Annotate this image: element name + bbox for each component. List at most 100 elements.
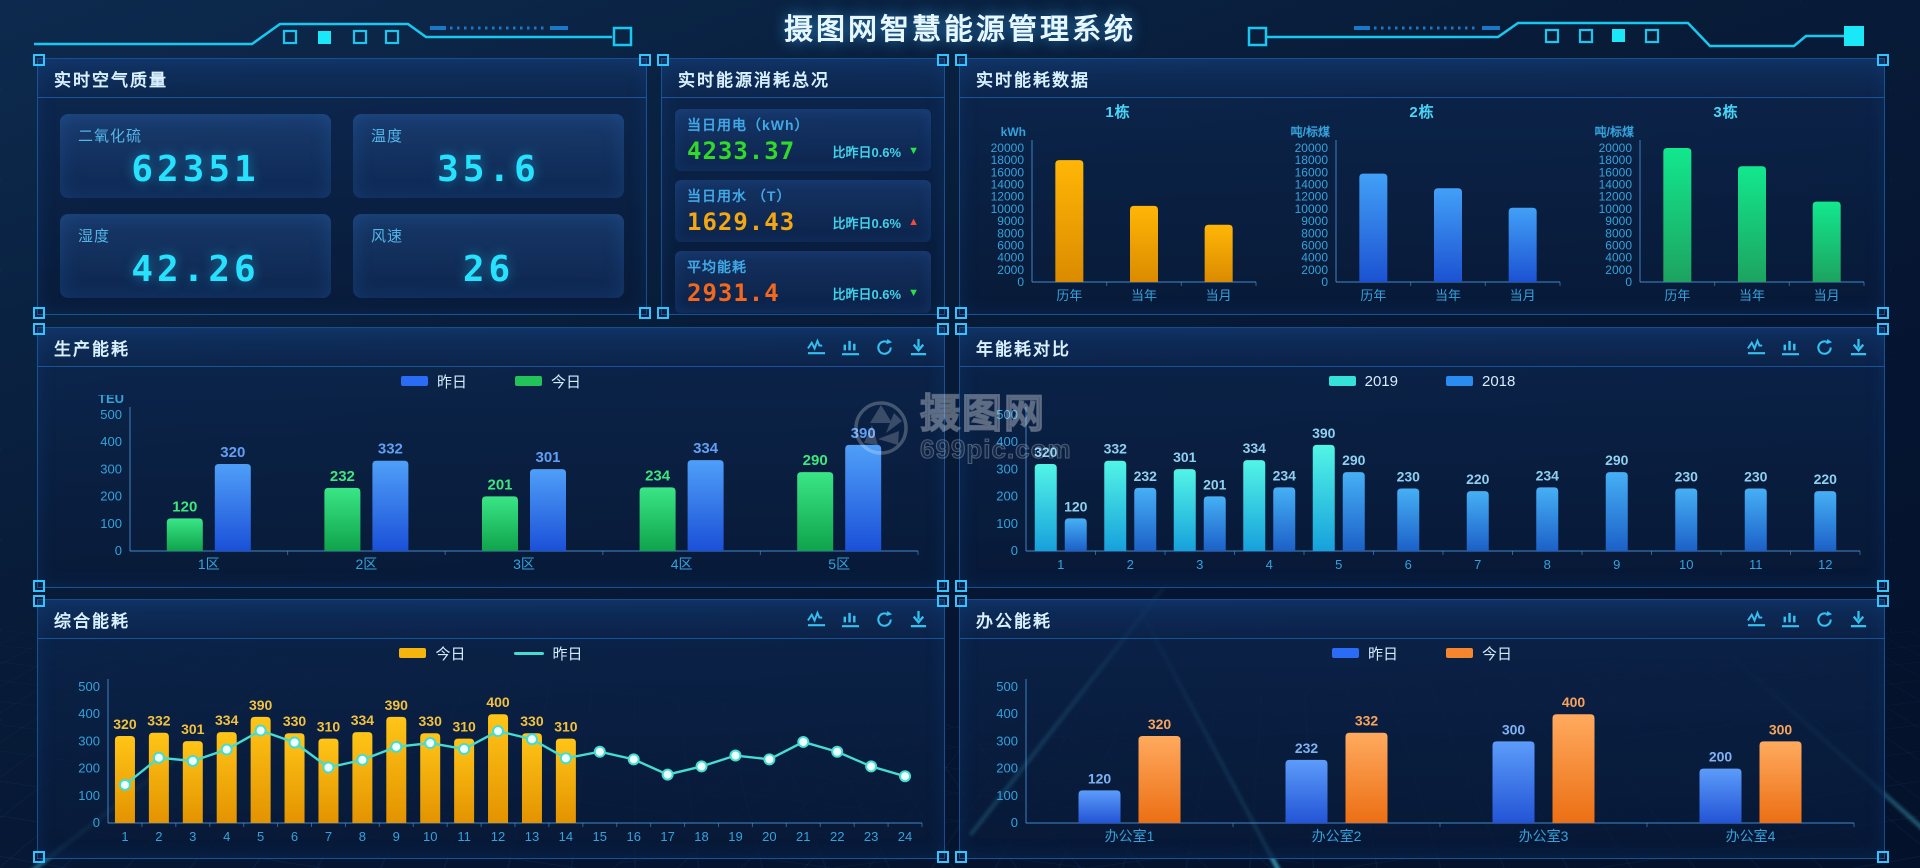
stat-label: 二氧化硫: [78, 128, 143, 145]
download-icon[interactable]: [1849, 610, 1868, 629]
legend-item-昨日[interactable]: 昨日: [1331, 643, 1398, 664]
legend-line-swatch: [513, 651, 544, 655]
svg-text:332: 332: [147, 713, 171, 729]
refresh-icon[interactable]: [1815, 338, 1834, 357]
download-icon[interactable]: [1849, 338, 1868, 357]
chart-title: 2栋: [1409, 104, 1435, 121]
svg-text:100: 100: [996, 788, 1018, 803]
bar-chart-icon[interactable]: [841, 338, 860, 357]
office-chart-svg: 500 400 300 200 100 0 办公室1 办公室2 办公室3 办公室4 120 320 23…: [996, 679, 1855, 844]
bar-chart-icon[interactable]: [1781, 610, 1800, 629]
refresh-icon[interactable]: [875, 338, 894, 357]
chart-title: 1栋: [1105, 104, 1131, 121]
realtime-charts: 1栋 kWh 20000 18000 16000 14000 12000 10000 9000…: [960, 98, 1884, 312]
svg-text:0: 0: [1017, 275, 1024, 289]
svg-text:12000: 12000: [1295, 190, 1329, 204]
bar-chart-building-3: 吨/标煤 20000 18000 16000 14000 12000 10000 9000 80…: [1576, 124, 1876, 312]
svg-text:100: 100: [996, 516, 1018, 531]
svg-text:201: 201: [1203, 476, 1227, 492]
line-chart-icon[interactable]: [1747, 337, 1766, 357]
svg-text:232: 232: [1134, 468, 1158, 484]
corner-marker: [33, 851, 45, 863]
header: 摄图网智慧能源管理系统: [0, 0, 1920, 52]
download-icon[interactable]: [909, 610, 928, 629]
svg-text:1: 1: [1057, 557, 1064, 572]
legend-bar-swatch: [399, 648, 427, 658]
header-decoration-right: [1247, 21, 1864, 48]
svg-text:当月: 当月: [1814, 288, 1840, 303]
building2-chart-svg: 吨/标煤200001800016000140001200010000900080…: [1291, 124, 1561, 303]
panel-air-quality: 实时空气质量 二氧化硫 62351 温度 35.6 湿度 42.26 风速 26: [33, 54, 651, 319]
legend-item-今日[interactable]: 今日: [515, 371, 581, 392]
svg-text:22: 22: [830, 829, 844, 844]
svg-text:334: 334: [215, 712, 239, 728]
svg-text:7: 7: [325, 829, 332, 844]
svg-text:12: 12: [1818, 557, 1832, 572]
svg-text:6: 6: [291, 829, 298, 844]
header-decoration-left: [34, 22, 633, 47]
svg-text:5: 5: [1335, 557, 1342, 572]
svg-text:332: 332: [378, 441, 403, 458]
corner-marker: [33, 580, 45, 592]
refresh-icon[interactable]: [875, 610, 894, 629]
svg-text:4区: 4区: [671, 556, 693, 572]
svg-text:400: 400: [486, 694, 510, 710]
svg-text:300: 300: [78, 733, 100, 748]
legend-item-昨日[interactable]: 昨日: [400, 371, 467, 392]
svg-text:9000: 9000: [997, 214, 1024, 228]
legend-item-2018[interactable]: 2018: [1446, 373, 1515, 390]
corner-marker: [937, 54, 949, 66]
stat-card-wind: 风速 26: [353, 214, 624, 298]
summary-label: 平均能耗: [687, 259, 747, 275]
legend-item-2019[interactable]: 2019: [1328, 373, 1398, 390]
svg-text:320: 320: [220, 444, 245, 461]
svg-text:18000: 18000: [991, 153, 1025, 167]
panel-header: 办公能耗: [960, 600, 1884, 639]
panel-realtime-energy: 实时能耗数据 1栋 kWh 20000 18000 16000 14000 12000 10…: [955, 54, 1889, 319]
corner-marker: [1877, 580, 1889, 592]
bar-chart-icon[interactable]: [1781, 338, 1800, 357]
svg-text:330: 330: [419, 713, 443, 729]
svg-text:290: 290: [1605, 452, 1629, 468]
summary-compare: 比昨日0.6% ▲: [832, 213, 919, 232]
legend-item-今日[interactable]: 今日: [399, 643, 466, 664]
line-chart-icon[interactable]: [1747, 609, 1766, 629]
panel-comprehensive-energy: 综合能耗 今日 昨日 500 400 300 200 100 0 1 2 3 4 5 6 7 8 9 10 11 1…: [33, 595, 949, 863]
building1-chart-svg: kWh2000018000160001400012000100009000800…: [991, 125, 1257, 303]
download-icon[interactable]: [909, 338, 928, 357]
corner-marker: [955, 307, 967, 319]
svg-text:2000: 2000: [1605, 263, 1632, 277]
refresh-icon[interactable]: [1815, 610, 1834, 629]
stat-value: 35.6: [437, 149, 540, 190]
svg-text:8000: 8000: [997, 226, 1024, 240]
svg-text:17: 17: [660, 829, 674, 844]
line-chart-icon[interactable]: [807, 609, 826, 629]
svg-text:历年: 历年: [1056, 288, 1082, 303]
svg-text:320: 320: [113, 716, 137, 732]
panel-header: 综合能耗: [38, 600, 944, 639]
svg-text:120: 120: [1064, 498, 1088, 514]
compare-label: 比昨日0.6%: [832, 215, 902, 231]
svg-text:2: 2: [1127, 557, 1134, 572]
svg-text:500: 500: [996, 407, 1018, 422]
legend-label: 昨日: [1367, 645, 1398, 663]
compare-label: 比昨日0.6%: [832, 286, 902, 302]
svg-text:办公室3: 办公室3: [1519, 828, 1569, 844]
svg-text:5: 5: [257, 829, 264, 844]
bar-chart-icon[interactable]: [841, 610, 860, 629]
chart-building-1: 1栋 kWh 20000 18000 16000 14000 12000 10000 9000…: [968, 100, 1268, 312]
svg-text:3区: 3区: [513, 556, 535, 572]
svg-text:2区: 2区: [356, 556, 378, 572]
legend-item-昨日[interactable]: 昨日: [513, 643, 583, 664]
summary-label: 当日用电（kWh）: [687, 117, 810, 133]
corner-marker: [937, 323, 949, 335]
svg-text:当年: 当年: [1435, 288, 1461, 303]
stat-card-humidity: 湿度 42.26: [60, 214, 331, 298]
panel-toolbar: [1747, 609, 1868, 629]
line-chart-icon[interactable]: [807, 337, 826, 357]
legend-item-今日[interactable]: 今日: [1446, 643, 1512, 664]
svg-text:2000: 2000: [1301, 263, 1328, 277]
corner-marker: [33, 54, 45, 66]
